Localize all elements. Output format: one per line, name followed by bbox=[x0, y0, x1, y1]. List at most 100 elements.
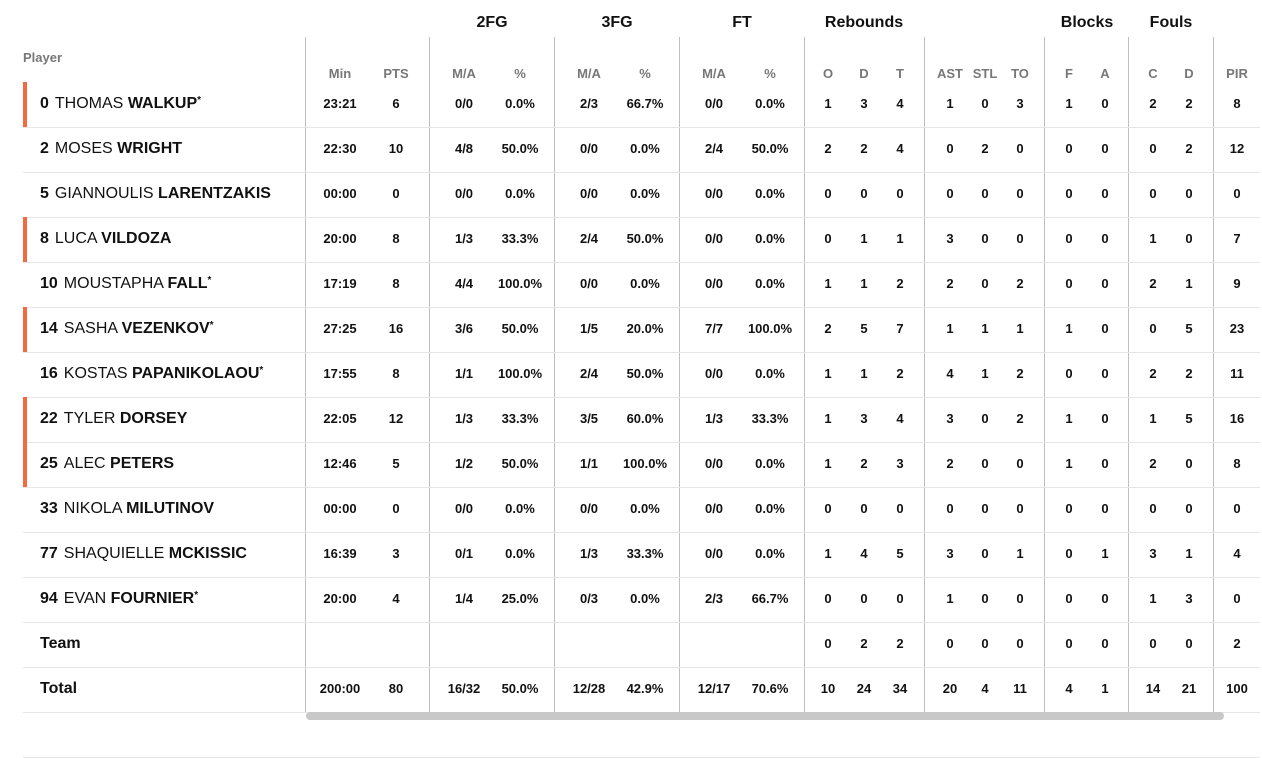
stat-pts: 0 bbox=[392, 501, 400, 516]
column-divider bbox=[1044, 37, 1045, 713]
stat-blk-a: 0 bbox=[1101, 501, 1109, 516]
star-marker: * bbox=[259, 365, 264, 376]
stat-reb-o: 10 bbox=[820, 681, 836, 696]
stat-pts: 12 bbox=[388, 411, 404, 426]
stat-to: 0 bbox=[1016, 636, 1024, 651]
stat-ft-pct: 0.0% bbox=[755, 501, 785, 516]
column-divider bbox=[305, 37, 306, 713]
player-name[interactable]: 2 MOSES WRIGHT bbox=[40, 140, 182, 158]
stat-blk-a: 0 bbox=[1101, 141, 1109, 156]
stat-3fg-pct: 100.0% bbox=[622, 456, 668, 471]
stat-ft-pct: 50.0% bbox=[751, 141, 789, 156]
stat-3fg-ma: 0/0 bbox=[579, 186, 599, 201]
stat-to: 0 bbox=[1016, 591, 1024, 606]
player-name[interactable]: 33 NIKOLA MILUTINOV bbox=[40, 500, 214, 518]
stat-ast: 0 bbox=[946, 636, 954, 651]
stat-2fg-ma: 1/3 bbox=[454, 411, 474, 426]
group-header-fouls: Fouls bbox=[1149, 14, 1193, 31]
player-name[interactable]: 0 THOMAS WALKUP* bbox=[40, 95, 201, 113]
player-name[interactable]: 14 SASHA VEZENKOV* bbox=[40, 320, 214, 338]
boxscore-table: Player 2FG 3FG FT Rebounds Blocks Fouls Min PT… bbox=[23, 14, 1260, 758]
stat-ft-ma: 2/3 bbox=[704, 591, 724, 606]
player-last-name: LARENTZAKIS bbox=[158, 185, 271, 202]
stat-stl: 0 bbox=[981, 636, 989, 651]
stat-3fg-pct: 42.9% bbox=[626, 681, 664, 696]
player-name[interactable]: 22 TYLER DORSEY bbox=[40, 410, 187, 428]
stat-reb-d: 2 bbox=[860, 636, 868, 651]
stat-reb-d: 2 bbox=[860, 456, 868, 471]
stat-foul-d: 5 bbox=[1185, 411, 1193, 426]
column-header-2fg-ma: M/A bbox=[452, 66, 476, 81]
stat-reb-o: 0 bbox=[824, 501, 832, 516]
team-label: Team bbox=[40, 635, 81, 652]
stat-ft-ma: 0/0 bbox=[704, 96, 724, 111]
stat-blk-f: 1 bbox=[1065, 411, 1073, 426]
player-name[interactable]: 5 GIANNOULIS LARENTZAKIS bbox=[40, 185, 271, 203]
stat-2fg-ma: 1/1 bbox=[454, 366, 474, 381]
player-first-name: MOUSTAPHA bbox=[63, 275, 164, 292]
stat-2fg-pct: 0.0% bbox=[505, 501, 535, 516]
player-first-name: SASHA bbox=[63, 320, 118, 337]
stat-min: 00:00 bbox=[323, 186, 357, 201]
stat-ft-ma: 0/0 bbox=[704, 456, 724, 471]
player-name[interactable]: 25 ALEC PETERS bbox=[40, 455, 174, 473]
player-number: 94 bbox=[40, 590, 58, 607]
stat-2fg-pct: 33.3% bbox=[501, 411, 539, 426]
stat-3fg-pct: 60.0% bbox=[626, 411, 664, 426]
stat-blk-a: 1 bbox=[1101, 546, 1109, 561]
stat-2fg-ma: 0/1 bbox=[454, 546, 474, 561]
stat-2fg-pct: 0.0% bbox=[505, 186, 535, 201]
stat-reb-t: 1 bbox=[896, 231, 904, 246]
stat-2fg-pct: 33.3% bbox=[501, 231, 539, 246]
stat-pts: 80 bbox=[388, 681, 404, 696]
stat-reb-t: 2 bbox=[896, 636, 904, 651]
stat-blk-a: 0 bbox=[1101, 591, 1109, 606]
player-name[interactable]: 94 EVAN FOURNIER* bbox=[40, 590, 198, 608]
stat-ft-pct: 0.0% bbox=[755, 456, 785, 471]
starter-marker bbox=[23, 82, 27, 127]
stat-ft-ma: 0/0 bbox=[704, 186, 724, 201]
player-name[interactable]: 10 MOUSTAPHA FALL* bbox=[40, 275, 211, 293]
stat-reb-t: 0 bbox=[896, 186, 904, 201]
column-header-ft-ma: M/A bbox=[702, 66, 726, 81]
stat-reb-o: 1 bbox=[824, 456, 832, 471]
player-first-name: LUCA bbox=[54, 230, 97, 247]
stat-stl: 0 bbox=[981, 276, 989, 291]
stat-pts: 6 bbox=[392, 96, 400, 111]
stat-to: 1 bbox=[1016, 321, 1024, 336]
stat-reb-d: 1 bbox=[860, 231, 868, 246]
stat-reb-d: 0 bbox=[860, 591, 868, 606]
player-name[interactable]: 16 KOSTAS PAPANIKOLAOU* bbox=[40, 365, 263, 383]
stat-pir: 8 bbox=[1233, 96, 1241, 111]
stat-to: 0 bbox=[1016, 456, 1024, 471]
stat-foul-d: 0 bbox=[1185, 501, 1193, 516]
stat-ft-pct: 0.0% bbox=[755, 231, 785, 246]
row-divider bbox=[23, 307, 1260, 308]
stat-ast: 0 bbox=[946, 141, 954, 156]
starter-marker bbox=[23, 307, 27, 352]
star-marker: * bbox=[209, 320, 214, 331]
stat-3fg-ma: 3/5 bbox=[579, 411, 599, 426]
player-number: 22 bbox=[40, 410, 58, 427]
player-first-name: GIANNOULIS bbox=[54, 185, 154, 202]
stat-foul-c: 0 bbox=[1149, 321, 1157, 336]
stat-reb-t: 3 bbox=[896, 456, 904, 471]
stat-blk-f: 0 bbox=[1065, 141, 1073, 156]
stat-reb-o: 1 bbox=[824, 546, 832, 561]
player-last-name: FALL bbox=[167, 275, 208, 292]
horizontal-scrollbar[interactable] bbox=[306, 712, 1224, 720]
player-name[interactable]: 77 SHAQUIELLE MCKISSIC bbox=[40, 545, 247, 563]
stat-ast: 2 bbox=[946, 276, 954, 291]
stat-reb-t: 4 bbox=[896, 96, 904, 111]
stat-blk-a: 0 bbox=[1101, 636, 1109, 651]
player-name[interactable]: 8 LUCA VILDOZA bbox=[40, 230, 171, 248]
group-header-ft: FT bbox=[732, 14, 752, 31]
stat-ast: 20 bbox=[942, 681, 958, 696]
stat-min: 20:00 bbox=[323, 231, 357, 246]
stat-2fg-ma: 4/4 bbox=[454, 276, 474, 291]
stat-ast: 1 bbox=[946, 321, 954, 336]
stat-blk-f: 0 bbox=[1065, 276, 1073, 291]
stat-min: 00:00 bbox=[323, 501, 357, 516]
stat-ast: 3 bbox=[946, 231, 954, 246]
stat-foul-d: 0 bbox=[1185, 636, 1193, 651]
